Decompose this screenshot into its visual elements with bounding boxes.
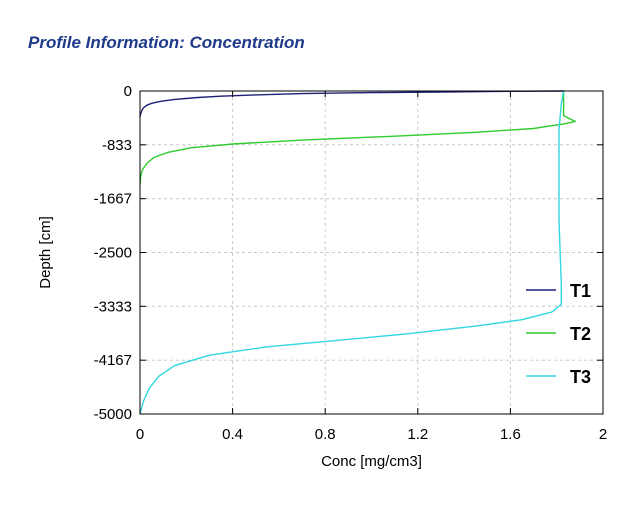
y-tick-label: -4167 — [94, 352, 132, 369]
y-tick-label: 0 — [124, 83, 132, 100]
legend-label-t2: T2 — [570, 324, 591, 344]
y-tick-label: -2500 — [94, 245, 132, 262]
y-tick-label: -833 — [102, 137, 132, 154]
series-line-t1 — [139, 90, 564, 117]
series-line-t3 — [139, 90, 565, 415]
x-tick-label: 0.8 — [315, 426, 336, 443]
x-tick-label: 1.2 — [407, 426, 428, 443]
y-tick-label: -3333 — [94, 298, 132, 315]
x-tick-label: 2 — [599, 426, 607, 443]
chart-legend: T1 T2 T3 — [526, 281, 591, 387]
series-line-t2 — [139, 91, 576, 185]
x-tick-label: 1.6 — [500, 426, 521, 443]
y-tick-label: -5000 — [94, 406, 132, 423]
series-layer — [139, 90, 576, 415]
grid-layer — [140, 91, 603, 414]
panel-title: Profile Information: Concentration — [28, 33, 305, 52]
x-tick-label: 0 — [136, 426, 144, 443]
legend-label-t1: T1 — [570, 281, 591, 301]
plot-area-border — [139, 90, 604, 415]
x-tick-label: 0.4 — [222, 426, 243, 443]
legend-label-t3: T3 — [570, 367, 591, 387]
y-axis-label: Depth [cm] — [37, 216, 54, 289]
tick-layer: 0 0.4 0.8 1.2 1.6 2 0 -833 -1667 -2500 -3333 -4167 -… — [94, 83, 608, 443]
x-axis-label: Conc [mg/cm3] — [321, 453, 422, 470]
y-tick-label: -1667 — [94, 191, 132, 208]
